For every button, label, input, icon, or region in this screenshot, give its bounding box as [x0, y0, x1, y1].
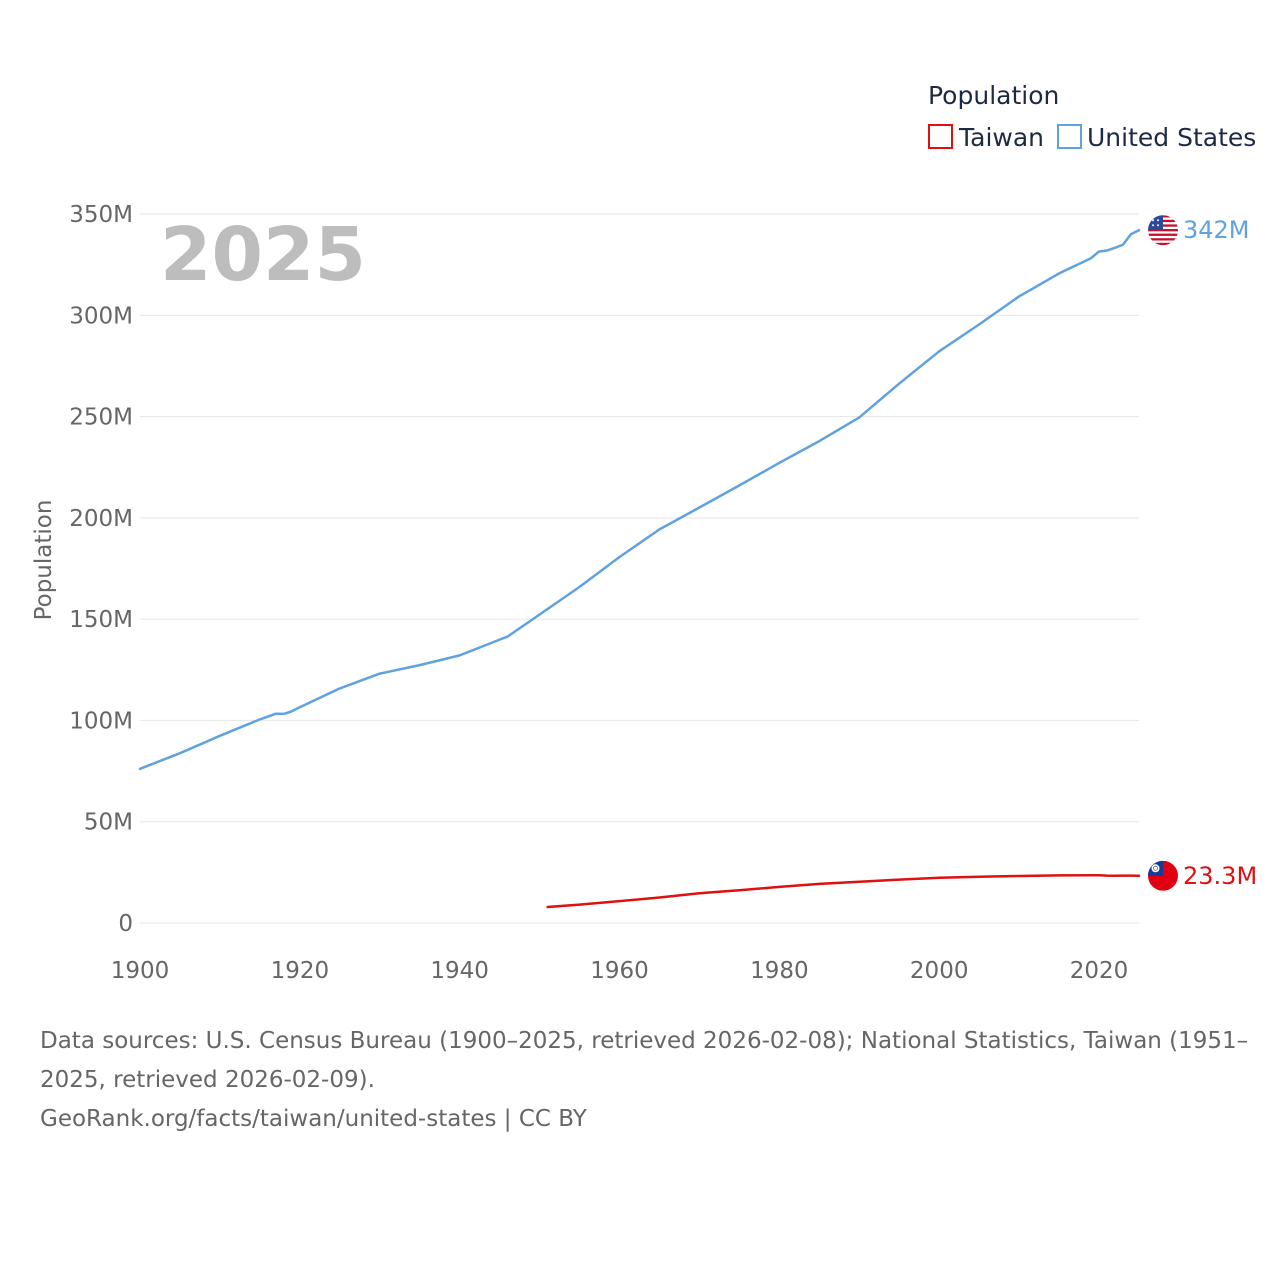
legend-label-taiwan: Taiwan [958, 123, 1044, 152]
x-tick-label: 2000 [910, 958, 969, 984]
legend-swatch-united-states [1057, 124, 1082, 149]
legend-swatch-taiwan [928, 124, 953, 149]
us-flag-icon [1148, 215, 1178, 246]
gridlines [140, 213, 1139, 924]
taiwan-flag-icon [1148, 860, 1178, 891]
data-sources-note: Data sources: U.S. Census Bureau (1900–2… [40, 1028, 1249, 1093]
legend-item-united-states[interactable]: United States [1057, 123, 1256, 152]
chart-footer: Data sources: U.S. Census Bureau (1900–2… [40, 1022, 1250, 1139]
legend-item-taiwan[interactable]: Taiwan [928, 123, 1044, 152]
x-tick-label: 1920 [271, 958, 330, 984]
x-tick-label: 1980 [750, 958, 809, 984]
y-tick-label: 250M [69, 405, 133, 431]
y-tick-label: 150M [69, 607, 133, 633]
y-tick-label: 300M [69, 303, 133, 329]
x-tick-label: 1960 [590, 958, 649, 984]
y-tick-label: 100M [69, 708, 133, 734]
y-axis-ticks: 0 50M 100M 150M 200M 250M 300M 350M [69, 202, 133, 937]
legend-label-united-states: United States [1087, 123, 1256, 152]
attribution-link[interactable]: GeoRank.org/facts/taiwan/united-states |… [40, 1106, 587, 1132]
series-lines [138, 228, 1141, 909]
year-label: 2025 [160, 212, 366, 298]
y-tick-label: 50M [84, 810, 133, 836]
legend: Population Taiwan United States [928, 81, 1256, 152]
x-tick-label: 1900 [111, 958, 170, 984]
united-states-end-label: 342M [1183, 216, 1250, 244]
x-tick-label: 1940 [430, 958, 489, 984]
series-line-united-states [138, 228, 1141, 771]
y-axis-label: Population [31, 500, 57, 621]
y-tick-label: 0 [118, 911, 133, 937]
x-tick-label: 2020 [1070, 958, 1129, 984]
y-tick-label: 200M [69, 506, 133, 532]
x-axis-ticks: 1900 1920 1940 1960 1980 2000 2020 [111, 958, 1129, 984]
population-line-chart: 0 50M 100M 150M 200M 250M 300M 350M 1900 1920 194… [31, 81, 1257, 984]
y-tick-label: 350M [69, 202, 133, 228]
series-line-taiwan [546, 873, 1141, 909]
taiwan-end-label: 23.3M [1183, 862, 1257, 890]
legend-title: Population [928, 81, 1059, 110]
